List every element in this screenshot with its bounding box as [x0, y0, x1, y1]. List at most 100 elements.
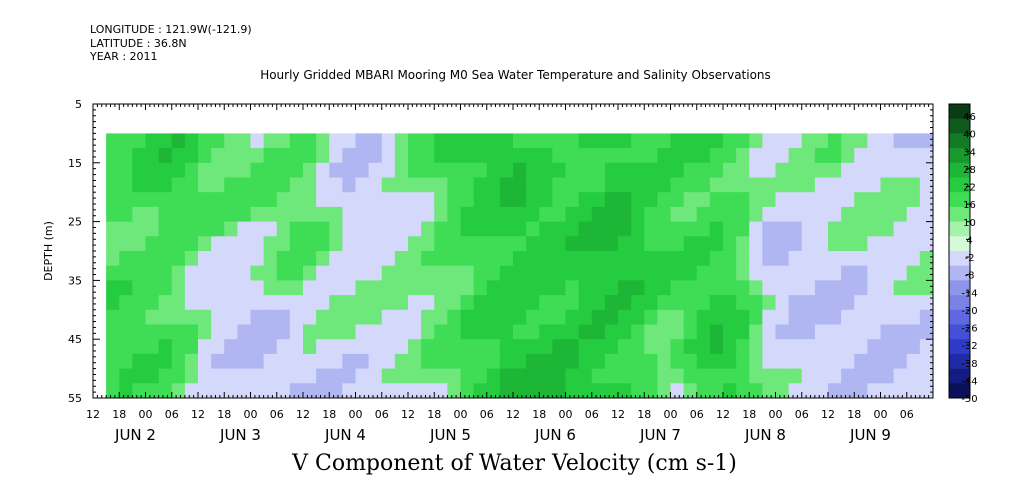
heatmap-cell — [670, 265, 685, 281]
heatmap-cell — [250, 309, 265, 325]
heatmap-cell — [513, 353, 527, 369]
heatmap-cell — [709, 206, 724, 222]
heatmap-cell — [499, 206, 514, 222]
heatmap-cell — [618, 280, 632, 296]
heatmap-cell — [736, 251, 750, 267]
heatmap-cell — [486, 148, 501, 164]
heatmap-cell — [460, 192, 475, 208]
heatmap-cell — [263, 206, 278, 222]
heatmap-cell — [303, 309, 317, 325]
heatmap-cell — [289, 309, 304, 325]
heatmap-cell — [513, 339, 527, 355]
heatmap-cell — [801, 162, 816, 178]
heatmap-cell — [893, 383, 908, 399]
x-hour-label: 00 — [664, 408, 678, 421]
heatmap-cell — [368, 309, 383, 325]
heatmap-cell — [880, 206, 895, 222]
heatmap-cell — [408, 177, 422, 193]
heatmap-cell — [578, 353, 593, 369]
colorbar-label: 10 — [963, 218, 976, 229]
heatmap-cell — [526, 236, 540, 252]
heatmap-cell — [775, 309, 790, 325]
heatmap-cell — [381, 133, 396, 149]
heatmap-cell — [394, 353, 409, 369]
heatmap-cell — [696, 383, 711, 399]
heatmap-cell — [565, 236, 580, 252]
heatmap-cell — [145, 280, 160, 296]
heatmap-cell — [460, 133, 475, 149]
colorbar-swatch — [949, 162, 970, 178]
heatmap-cell — [250, 295, 265, 311]
heatmap-cell — [119, 206, 133, 222]
heatmap-cell — [828, 309, 842, 325]
heatmap-cell — [801, 148, 816, 164]
heatmap-cell — [119, 368, 133, 384]
heatmap-cell — [709, 192, 724, 208]
heatmap-cell — [736, 353, 750, 369]
heatmap-cell — [657, 192, 671, 208]
heatmap-cell — [906, 236, 921, 252]
heatmap-cell — [709, 221, 724, 237]
heatmap-cell — [854, 383, 868, 399]
heatmap-cell — [289, 236, 304, 252]
heatmap-cell — [814, 295, 829, 311]
heatmap-cell — [723, 133, 737, 149]
heatmap-cell — [329, 133, 343, 149]
heatmap-cell — [919, 280, 934, 296]
heatmap-cell — [158, 309, 173, 325]
heatmap-cell — [762, 251, 776, 267]
heatmap-cell — [447, 339, 461, 355]
heatmap-cell — [604, 368, 619, 384]
heatmap-cell — [394, 206, 409, 222]
heatmap-cell — [237, 192, 251, 208]
heatmap-cell — [460, 265, 475, 281]
heatmap-cell — [119, 265, 133, 281]
heatmap-cell — [539, 324, 553, 340]
heatmap-cell — [303, 133, 317, 149]
heatmap-cell — [132, 206, 146, 222]
heatmap-cell — [618, 339, 632, 355]
heatmap-cell — [841, 192, 855, 208]
heatmap-cell — [828, 177, 842, 193]
heatmap-cell — [355, 133, 370, 149]
heatmap-cell — [788, 162, 803, 178]
heatmap-cell — [880, 353, 895, 369]
heatmap-cell — [604, 148, 619, 164]
heatmap-cell — [670, 133, 685, 149]
heatmap-cell — [880, 309, 895, 325]
heatmap-cell — [578, 236, 593, 252]
heatmap-cell — [736, 383, 750, 399]
heatmap-cell — [709, 295, 724, 311]
heatmap-cell — [368, 177, 383, 193]
heatmap-cell — [552, 192, 566, 208]
heatmap-cell — [723, 368, 737, 384]
heatmap-cell — [132, 295, 146, 311]
heatmap-cell — [893, 221, 908, 237]
heatmap-cell — [552, 177, 566, 193]
heatmap-cell — [893, 265, 908, 281]
heatmap-cell — [486, 206, 501, 222]
heatmap-cell — [289, 148, 304, 164]
heatmap-cell — [683, 309, 698, 325]
heatmap-cell — [854, 133, 868, 149]
heatmap-cell — [683, 368, 698, 384]
heatmap-cell — [749, 383, 763, 399]
heatmap-cell — [303, 265, 317, 281]
heatmap-cell — [434, 162, 448, 178]
heatmap-cell — [198, 383, 212, 399]
heatmap-cell — [801, 368, 816, 384]
heatmap-cell — [749, 133, 763, 149]
heatmap-cell — [434, 236, 448, 252]
heatmap-cell — [552, 368, 566, 384]
heatmap-cell — [631, 309, 645, 325]
heatmap-cell — [618, 265, 632, 281]
heatmap-cell — [198, 353, 212, 369]
heatmap-cell — [198, 206, 212, 222]
heatmap-cell — [696, 162, 711, 178]
heatmap-cell — [132, 162, 146, 178]
heatmap-cell — [316, 148, 330, 164]
heatmap-cell — [237, 177, 251, 193]
heatmap-cell — [145, 206, 160, 222]
heatmap-cell — [447, 192, 461, 208]
colorbar-label: -50 — [961, 394, 977, 405]
